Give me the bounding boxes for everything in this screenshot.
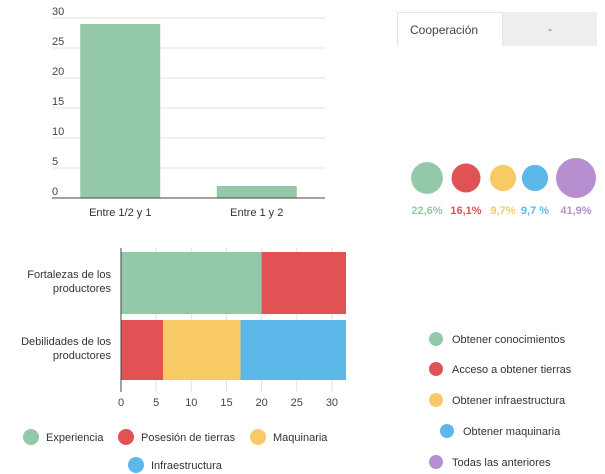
tab-bar: Cooperación -: [397, 12, 597, 46]
y-tick-label: 5: [52, 156, 58, 168]
legend-label: Obtener conocimientos: [452, 334, 566, 346]
legend-label: Maquinaria: [273, 432, 328, 444]
legend-swatch: [429, 362, 443, 376]
bubble: [451, 163, 481, 193]
legend-label: Todas las anteriores: [452, 457, 551, 469]
legend-swatch: [429, 332, 443, 346]
y-category-label: Fortalezas de los productores: [27, 269, 111, 295]
bar: [80, 24, 161, 198]
stacked-horizontal-bar-chart: 0 5 10 15 20 25 30 Fortalezas de los productores…: [21, 248, 346, 473]
y-category-label: Debilidades de los productores: [21, 336, 111, 362]
legend-label: Experiencia: [46, 432, 104, 444]
data-label: 22,6%: [411, 205, 442, 217]
bubble: [489, 164, 517, 192]
legend-label: Posesión de tierras: [141, 432, 236, 444]
legend-label: Obtener infraestructura: [452, 395, 566, 407]
y-tick-label: 0: [52, 186, 58, 198]
legend-label: Acceso a obtener tierras: [452, 364, 572, 376]
x-tick-label: 25: [291, 397, 303, 409]
y-tick-label: 25: [52, 36, 64, 48]
bar-segment: [121, 252, 262, 314]
data-label: 9,7 %: [521, 205, 549, 217]
x-tick-label: 15: [220, 397, 232, 409]
vertical-bar-chart: 0 5 10 15 20 25 30 Entre 1/2 y 1 Entre 1 y 2: [52, 6, 325, 219]
legend-swatch: [440, 424, 454, 438]
bar-segment: [240, 320, 346, 380]
x-tick-label: 0: [118, 397, 124, 409]
bubble-chart: 22,6% 16,1% 9,7% 9,7 % 41,9% Obtener conocimi…: [411, 158, 596, 469]
y-tick-label: 10: [52, 126, 64, 138]
x-tick-label: Entre 1/2 y 1: [89, 207, 151, 219]
bar-segment: [121, 320, 164, 380]
y-tick-label: 30: [52, 6, 64, 18]
legend-swatch: [23, 429, 39, 445]
bubble: [411, 162, 443, 194]
data-label: 41,9%: [560, 205, 591, 217]
y-tick-label: 15: [52, 96, 64, 108]
legend-swatch: [250, 429, 266, 445]
x-tick-label: 5: [153, 397, 159, 409]
legend-swatch: [429, 455, 443, 469]
legend-label: Obtener maquinaria: [463, 426, 561, 438]
legend-swatch: [429, 393, 443, 407]
legend-label: Infraestructura: [151, 460, 223, 472]
bubble: [521, 164, 549, 192]
bubble: [556, 158, 596, 198]
data-label: 9,7%: [490, 205, 515, 217]
legend-swatch: [118, 429, 134, 445]
tab-other[interactable]: -: [548, 22, 552, 36]
bar-segment: [163, 320, 241, 380]
data-label: 16,1%: [450, 205, 481, 217]
x-tick-label: Entre 1 y 2: [230, 207, 283, 219]
bar-segment: [261, 252, 346, 314]
y-tick-label: 20: [52, 66, 64, 78]
x-tick-label: 30: [326, 397, 338, 409]
x-tick-label: 20: [256, 397, 268, 409]
tab-cooperacion[interactable]: Cooperación: [397, 12, 503, 46]
x-tick-label: 10: [185, 397, 197, 409]
bar: [216, 186, 297, 198]
legend-swatch: [128, 457, 144, 473]
